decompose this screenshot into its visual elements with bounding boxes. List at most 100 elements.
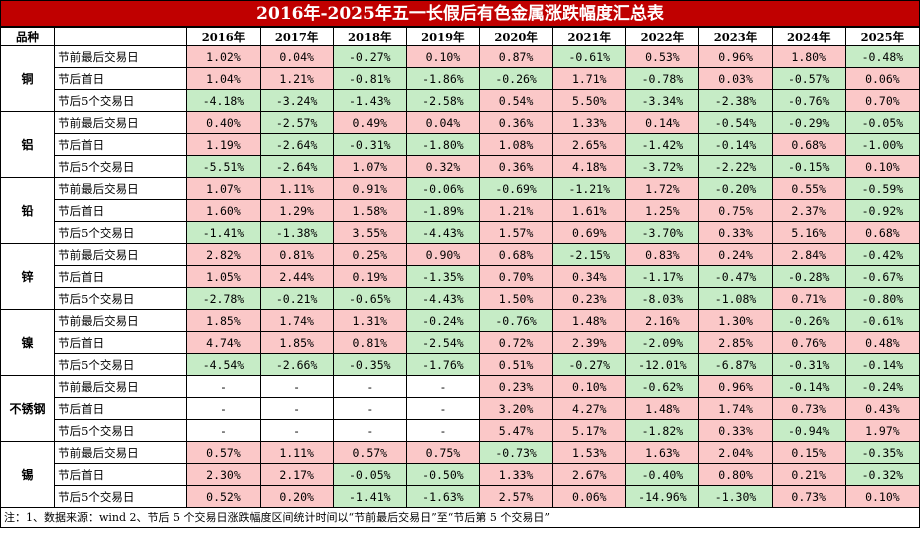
value-cell: 0.68% xyxy=(771,133,846,156)
value-cell: 0.75% xyxy=(405,441,481,464)
period-label: 节后5个交易日 xyxy=(54,155,188,178)
value-cell: -0.20% xyxy=(698,177,773,200)
period-label: 节后5个交易日 xyxy=(54,353,188,376)
value-cell: -0.42% xyxy=(844,243,921,266)
value-cell: -4.54% xyxy=(186,353,261,376)
table-row: 锌节前最后交易日 2.82% 0.81% 0.25% 0.90% 0.68% -2.15% 0… xyxy=(0,243,921,310)
value-cell: -2.38% xyxy=(698,89,773,112)
value-cell: 1.71% xyxy=(552,67,627,90)
table-title: 2016年-2025年五一长假后有色金属涨跌幅度汇总表 xyxy=(0,0,920,27)
value-cell: 0.57% xyxy=(186,441,261,464)
period-label: 节后5个交易日 xyxy=(54,221,188,244)
period-label: 节后首日 xyxy=(54,265,188,288)
value-cell: -2.64% xyxy=(259,133,334,156)
value-cell: 0.70% xyxy=(479,265,554,288)
value-cell: - xyxy=(186,419,261,442)
value-cell: 2.39% xyxy=(552,331,627,354)
value-cell: 1.85% xyxy=(186,309,261,332)
value-cell: 0.14% xyxy=(625,111,700,134)
value-cell: -4.18% xyxy=(186,89,261,112)
value-cell: 1.80% xyxy=(771,45,846,68)
table-row: 节后首日 1.05% 2.44% 0.19% -1.35% 0.70% 0.34% -1.17… xyxy=(1,265,921,288)
value-cell: 1.33% xyxy=(479,463,554,486)
value-cell: 0.81% xyxy=(259,243,334,266)
value-cell: -1.35% xyxy=(405,265,481,288)
value-cell: -0.05% xyxy=(844,111,921,134)
value-cell: 1.53% xyxy=(552,441,627,464)
value-cell: -3.34% xyxy=(625,89,700,112)
value-cell: 0.23% xyxy=(552,287,627,310)
value-cell: 1.30% xyxy=(698,309,773,332)
header-year: 2016年 xyxy=(186,27,261,46)
value-cell: 2.44% xyxy=(259,265,334,288)
header-year: 2025年 xyxy=(844,27,921,46)
value-cell: 1.74% xyxy=(698,397,773,420)
header-year: 2023年 xyxy=(698,27,773,46)
period-label: 节后首日 xyxy=(54,199,188,222)
header-year: 2020年 xyxy=(479,27,554,46)
value-cell: 3.20% xyxy=(479,397,554,420)
period-label: 节前最后交易日 xyxy=(54,309,188,332)
value-cell: -1.41% xyxy=(332,485,407,508)
value-cell: -0.50% xyxy=(405,463,481,486)
value-cell: -0.14% xyxy=(771,375,846,398)
period-label: 节后首日 xyxy=(54,397,188,420)
value-cell: 1.21% xyxy=(259,67,334,90)
value-cell: 2.16% xyxy=(625,309,700,332)
value-cell: - xyxy=(259,397,334,420)
value-cell: 2.67% xyxy=(552,463,627,486)
value-cell: 1.97% xyxy=(844,419,921,442)
table-row: 节后5个交易日 0.52% 0.20% -1.41% -1.63% 2.57% 0.06% -… xyxy=(1,485,921,508)
value-cell: 0.25% xyxy=(332,243,407,266)
value-cell: -0.47% xyxy=(698,265,773,288)
period-label: 节后首日 xyxy=(54,67,188,90)
value-cell: - xyxy=(332,419,407,442)
value-cell: -2.64% xyxy=(259,155,334,178)
value-cell: 0.71% xyxy=(771,287,846,310)
value-cell: -1.08% xyxy=(698,287,773,310)
price-change-table: 品种 2016年 2017年 2018年 2019年 2020年 2021年 2… xyxy=(0,27,921,508)
value-cell: 0.40% xyxy=(186,111,261,134)
value-cell: 0.34% xyxy=(552,265,627,288)
table-row: 节后5个交易日 -2.78% -0.21% -0.65% -4.43% 1.50% 0.23… xyxy=(1,287,921,310)
value-cell: -0.27% xyxy=(332,45,407,68)
value-cell: -2.57% xyxy=(259,111,334,134)
value-cell: 1.02% xyxy=(186,45,261,68)
value-cell: 0.75% xyxy=(698,199,773,222)
header-blank xyxy=(54,27,188,46)
table-row: 镍节前最后交易日 1.85% 1.74% 1.31% -0.24% -0.76% 1.48%… xyxy=(0,309,921,376)
value-cell: 1.07% xyxy=(186,177,261,200)
value-cell: 0.19% xyxy=(332,265,407,288)
period-label: 节后5个交易日 xyxy=(54,419,188,442)
value-cell: -0.29% xyxy=(771,111,846,134)
value-cell: - xyxy=(186,375,261,398)
table-row: 节后5个交易日 -1.41% -1.38% 3.55% -4.43% 1.57% 0.69%… xyxy=(1,221,921,244)
period-label: 节后首日 xyxy=(54,463,188,486)
value-cell: 1.31% xyxy=(332,309,407,332)
value-cell: 1.19% xyxy=(186,133,261,156)
table-row: 节后5个交易日 -4.54% -2.66% -0.35% -1.76% 0.51% -0.2… xyxy=(1,353,921,376)
value-cell: -1.82% xyxy=(625,419,700,442)
value-cell: -0.15% xyxy=(771,155,846,178)
value-cell: 0.51% xyxy=(479,353,554,376)
metal-name: 不锈钢 xyxy=(0,375,56,442)
metal-name: 镍 xyxy=(0,309,56,376)
value-cell: 5.47% xyxy=(479,419,554,442)
table-row: 节后首日 2.30% 2.17% -0.05% -0.50% 1.33% 2.67% -0.4… xyxy=(1,463,921,486)
value-cell: 0.87% xyxy=(479,45,554,68)
value-cell: -0.65% xyxy=(332,287,407,310)
table-row: 节后5个交易日 -4.18% -3.24% -1.43% -2.58% 0.54% 5.50… xyxy=(1,89,921,112)
value-cell: 0.24% xyxy=(698,243,773,266)
value-cell: 0.68% xyxy=(844,221,921,244)
value-cell: -0.31% xyxy=(332,133,407,156)
value-cell: 0.04% xyxy=(405,111,481,134)
value-cell: -0.73% xyxy=(479,441,554,464)
value-cell: -1.43% xyxy=(332,89,407,112)
value-cell: -0.32% xyxy=(844,463,921,486)
value-cell: 1.11% xyxy=(259,441,334,464)
value-cell: -0.80% xyxy=(844,287,921,310)
value-cell: 0.52% xyxy=(186,485,261,508)
value-cell: 0.76% xyxy=(771,331,846,354)
value-cell: -0.05% xyxy=(332,463,407,486)
value-cell: - xyxy=(405,397,481,420)
